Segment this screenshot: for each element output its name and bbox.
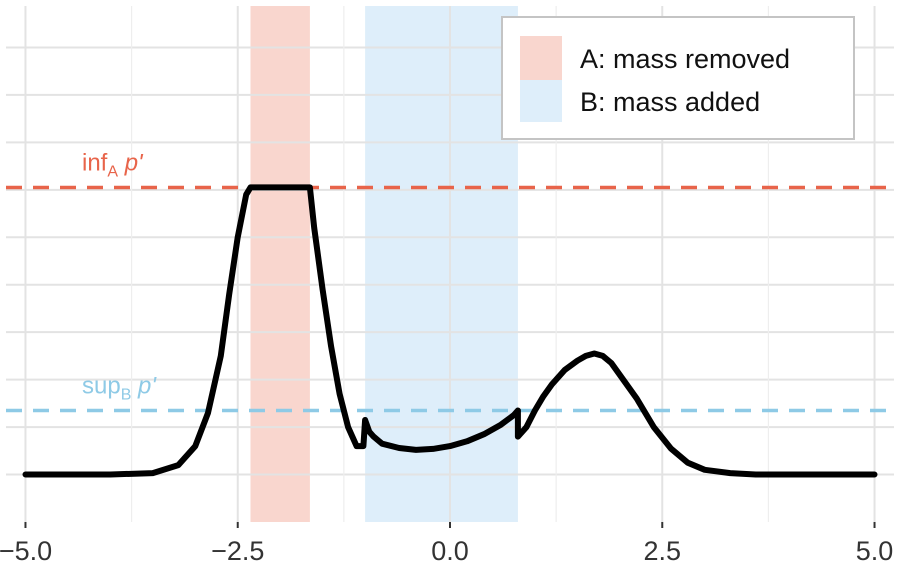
reference-label-sup-b: supB p'	[82, 372, 157, 403]
legend: A: mass removed B: mass added	[501, 16, 855, 140]
legend-swatch-b	[520, 80, 562, 122]
density-curve	[22, 184, 878, 478]
x-tick-label: −5.0	[0, 536, 52, 566]
x-tick-label: 2.5	[643, 536, 681, 566]
shaded-regions	[250, 6, 518, 522]
region-a	[250, 6, 310, 522]
x-axis-ticks: −5.0 −2.5 0.0 2.5 5.0	[0, 522, 893, 566]
reference-label-inf-a: infA p'	[82, 149, 144, 180]
reference-lines	[6, 185, 894, 413]
x-tick-label: 0.0	[431, 536, 469, 566]
reference-line-labels: infA p' supB p'	[82, 149, 157, 403]
region-b	[365, 6, 518, 522]
x-tick-label: −2.5	[211, 536, 264, 566]
legend-swatch-a	[520, 36, 562, 80]
x-tick-label: 5.0	[856, 536, 894, 566]
legend-label-b: B: mass added	[580, 87, 760, 117]
density-line	[22, 184, 878, 478]
legend-label-a: A: mass removed	[580, 44, 790, 74]
grid	[6, 6, 894, 522]
